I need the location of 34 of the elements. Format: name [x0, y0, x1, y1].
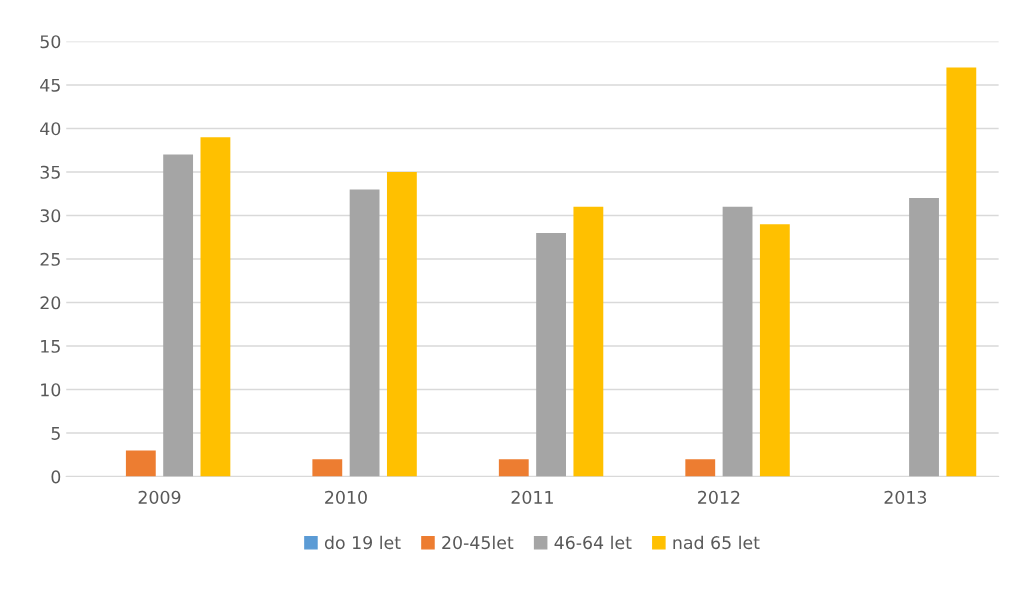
y-tick-label: 35 — [40, 165, 60, 179]
bar — [909, 198, 939, 477]
bar — [536, 232, 566, 477]
bar — [685, 459, 716, 477]
x-tick-label: 2012 — [698, 490, 740, 504]
y-tick-label: 50 — [40, 35, 61, 49]
legend-label: nad 65 let — [673, 535, 760, 550]
y-tick-label: 20 — [40, 296, 61, 310]
bar — [498, 459, 529, 477]
y-tick-label: 40 — [40, 122, 61, 136]
x-tick-label: 2011 — [511, 490, 553, 504]
y-tick-label: 25 — [40, 252, 60, 266]
y-tick-label: 30 — [40, 209, 61, 223]
y-tick-label: 15 — [41, 339, 60, 353]
bar — [312, 459, 343, 477]
bar — [946, 67, 977, 477]
bar — [200, 137, 231, 477]
bar — [722, 206, 753, 477]
y-tick-label: 5 — [51, 426, 60, 440]
y-tick-label: 10 — [41, 383, 61, 397]
bar — [573, 206, 604, 477]
bar — [163, 154, 194, 477]
bar — [349, 189, 380, 477]
legend-label: 46-64 let — [554, 535, 632, 550]
x-tick-label: 2013 — [884, 490, 927, 504]
bar — [759, 224, 790, 477]
bar — [386, 171, 417, 477]
bar — [125, 450, 156, 477]
y-tick-label: 45 — [40, 78, 60, 92]
legend-label: do 19 let — [324, 535, 401, 550]
x-tick-label: 2010 — [325, 490, 367, 504]
legend-label: 20-45let — [442, 535, 514, 550]
y-tick-label: 0 — [51, 470, 61, 484]
x-tick-label: 2009 — [138, 490, 181, 504]
